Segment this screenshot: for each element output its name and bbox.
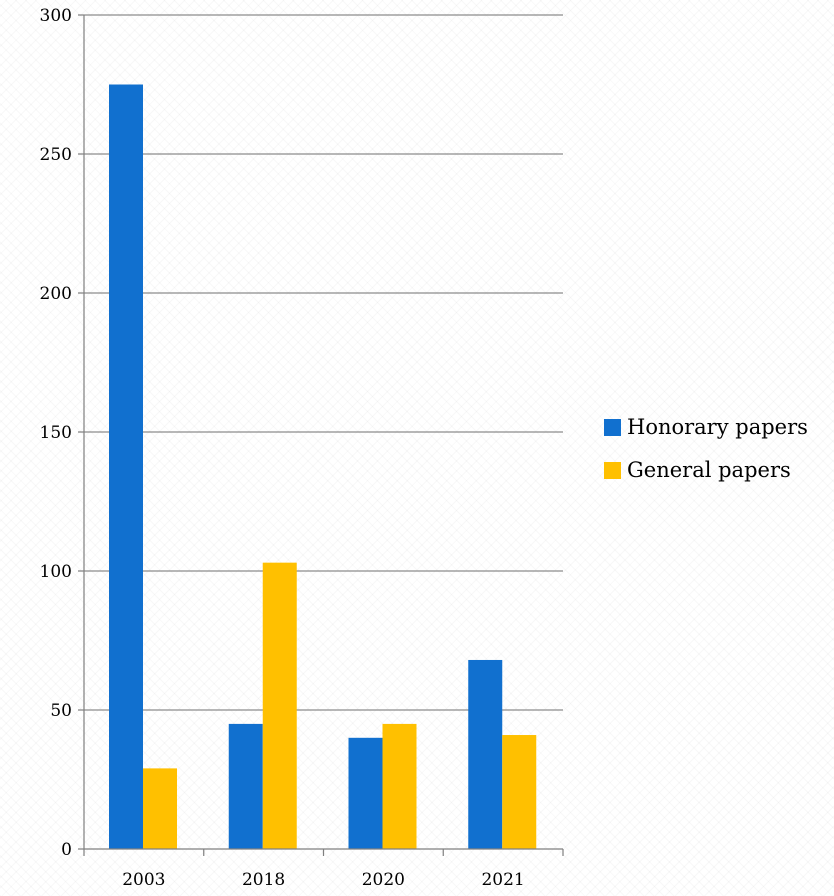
x-tick-labels: 2003 2018 2020 2021 (122, 870, 525, 890)
legend: Honorary papers General papers (604, 412, 808, 498)
y-tick-label: 100 (40, 562, 72, 582)
bar-general-papers-2020 (382, 723, 417, 849)
legend-label-honorary: Honorary papers (627, 415, 808, 439)
bar-honorary-papers-2003 (109, 84, 143, 849)
x-tick-label: 2018 (242, 870, 285, 890)
bar-honorary-papers-2021 (468, 659, 503, 849)
legend-item-general: General papers (604, 455, 808, 485)
x-tick-label: 2003 (122, 870, 165, 890)
bar-general-papers-2021 (502, 735, 537, 849)
y-tick-label: 0 (61, 840, 72, 860)
bar-general-papers-2003 (143, 768, 177, 849)
legend-swatch-honorary (604, 418, 621, 436)
y-tick-label: 250 (40, 145, 72, 165)
y-tick-label: 150 (40, 423, 72, 443)
y-tick-label: 200 (40, 284, 72, 304)
legend-item-honorary: Honorary papers (604, 412, 808, 442)
gridlines (84, 14, 563, 711)
x-tick-label: 2020 (362, 870, 405, 890)
bar-general-papers-2018 (262, 562, 297, 849)
y-tick-label: 50 (50, 701, 72, 721)
axes (78, 14, 564, 856)
bar-honorary-papers-2018 (228, 723, 263, 849)
bar-honorary-papers-2020 (348, 737, 383, 849)
legend-swatch-general (604, 461, 621, 479)
y-tick-label: 300 (40, 6, 72, 26)
y-tick-labels: 0 50 100 150 200 250 300 (40, 6, 72, 860)
legend-label-general: General papers (627, 458, 791, 482)
bars (109, 84, 537, 849)
x-tick-label: 2021 (481, 870, 524, 890)
